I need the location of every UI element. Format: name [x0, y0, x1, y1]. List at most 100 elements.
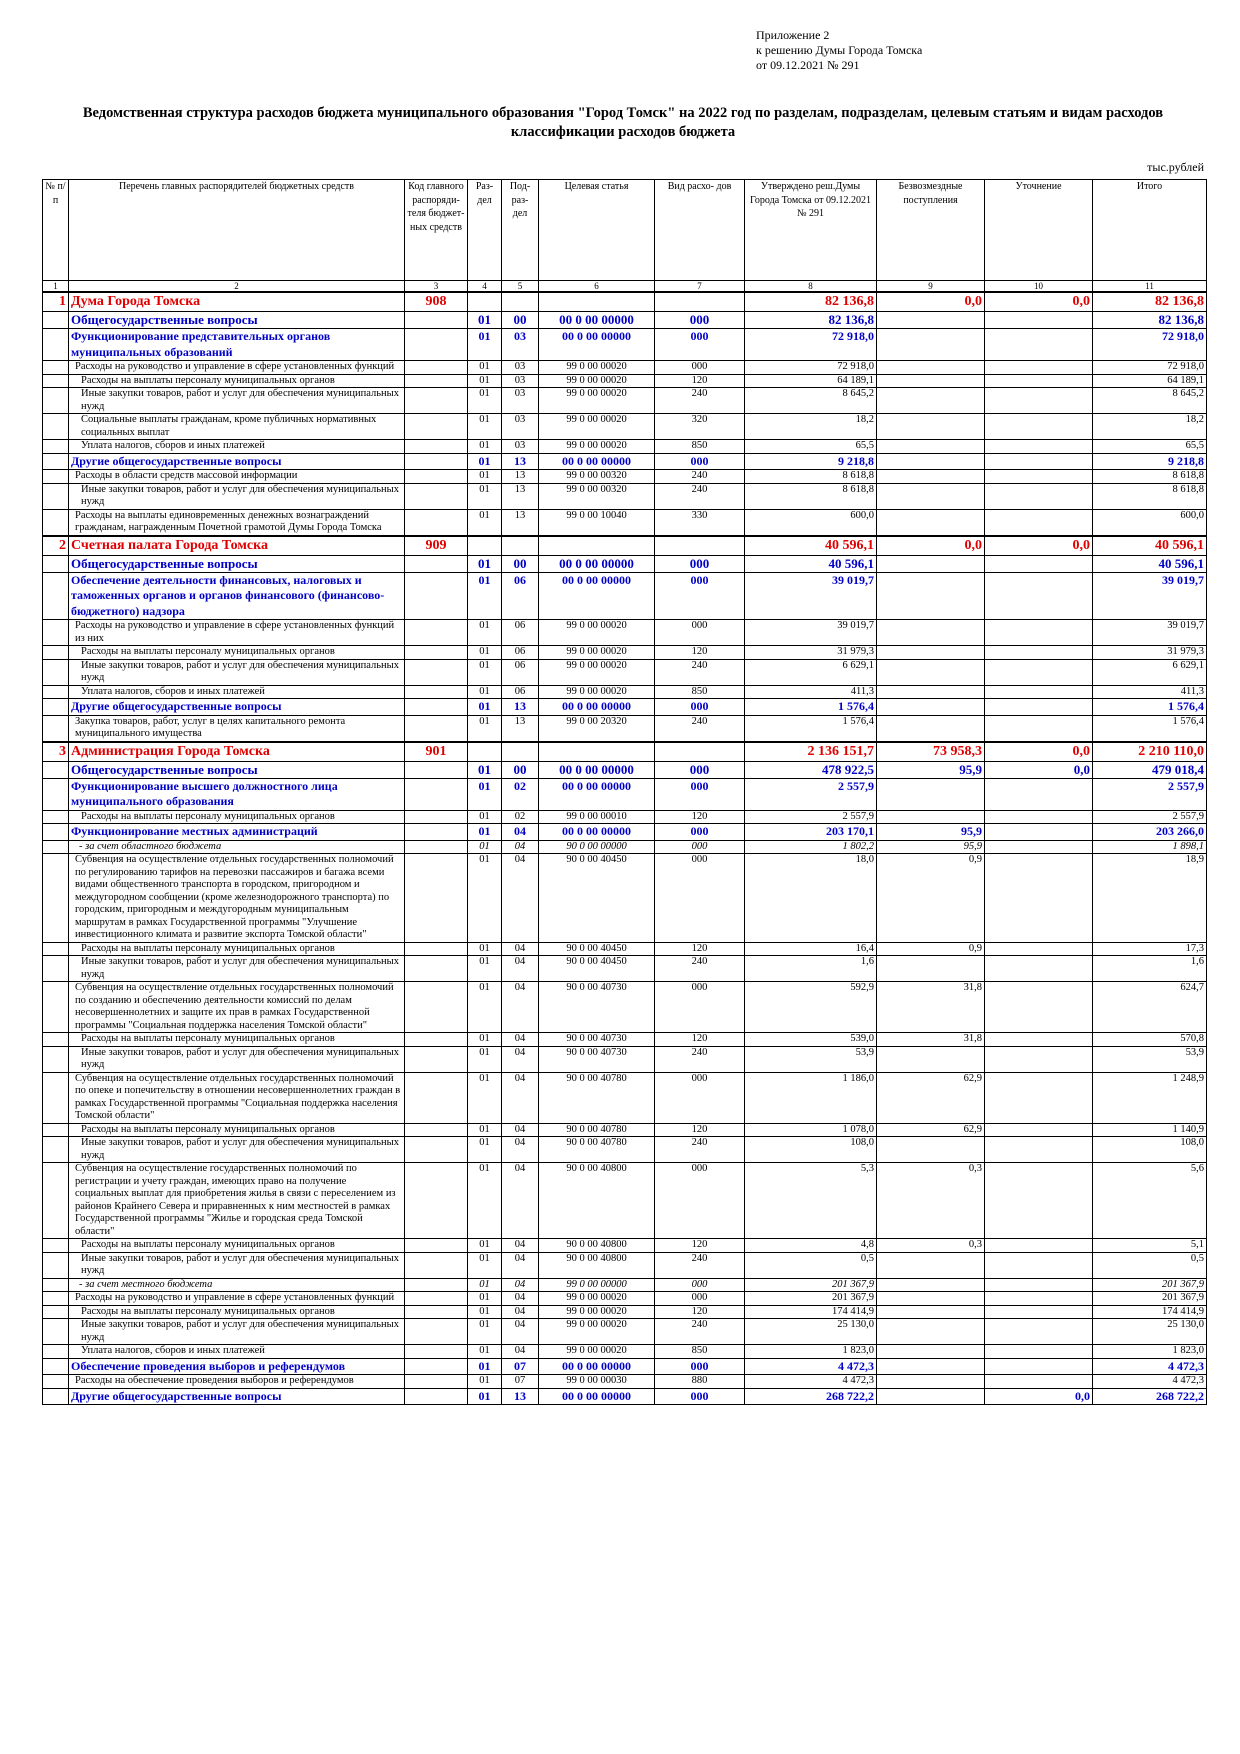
row-number	[42, 328, 69, 361]
row-section: 01	[467, 508, 502, 536]
row-name: - за счет областного бюджета	[68, 839, 405, 854]
row-type: 240	[654, 387, 745, 414]
row-type: 330	[654, 508, 745, 536]
row-approved: 600,0	[744, 508, 877, 536]
row-adjust	[984, 941, 1093, 956]
row-name: Расходы на выплаты персоналу муниципальн…	[68, 941, 405, 956]
col-header-target: Целевая статья	[538, 179, 655, 281]
row-subsection: 07	[501, 1357, 539, 1375]
row-type: 240	[654, 1045, 745, 1073]
row-target: 90 0 00 40780	[538, 1136, 655, 1163]
col-header-type: Вид расхо- дов	[654, 179, 745, 281]
row-target: 90 0 00 40730	[538, 981, 655, 1033]
row-total: 108,0	[1092, 1136, 1207, 1163]
row-code	[404, 482, 468, 510]
row-number	[42, 839, 69, 854]
row-grants: 62,9	[876, 1071, 985, 1124]
row-grants: 95,9	[876, 823, 985, 841]
row-target: 99 0 00 00020	[538, 413, 655, 440]
table-row: Иные закупки товаров, работ и услуг для …	[42, 1045, 1207, 1073]
table-row: Другие общегосударственные вопросы 01 13 00…	[42, 452, 1207, 470]
row-total: 9 218,8	[1092, 452, 1207, 470]
row-type: 120	[654, 645, 745, 660]
row-approved: 9 218,8	[744, 452, 877, 470]
row-total: 25 130,0	[1092, 1318, 1207, 1345]
row-target: 99 0 00 20320	[538, 714, 655, 742]
table-row: 2 Счетная палата Города Томска 909 40 596,1…	[42, 534, 1207, 556]
row-section: 01	[467, 823, 502, 841]
row-approved: 1,6	[744, 955, 877, 982]
row-type: 000	[654, 777, 745, 811]
row-total: 268 722,2	[1092, 1387, 1207, 1405]
row-grants	[876, 328, 985, 361]
row-grants	[876, 1387, 985, 1405]
row-type: 240	[654, 1136, 745, 1163]
row-name: Расходы на руководство и управление в сф…	[68, 1291, 405, 1306]
row-name: Субвенция на осуществление государственн…	[68, 1162, 405, 1239]
row-subsection: 07	[501, 1374, 539, 1389]
row-adjust	[984, 311, 1093, 329]
col-number: 2	[68, 280, 405, 293]
row-type: 000	[654, 760, 745, 779]
row-adjust: 0,0	[984, 534, 1093, 556]
row-target: 90 0 00 40780	[538, 1122, 655, 1137]
row-adjust	[984, 1032, 1093, 1047]
row-name: Иные закупки товаров, работ и услуг для …	[68, 658, 405, 686]
table-row: Расходы в области средств массовой инфор…	[42, 469, 1207, 484]
row-number	[42, 452, 69, 470]
row-approved: 82 136,8	[744, 291, 877, 312]
row-number	[42, 311, 69, 329]
row-section: 01	[467, 1045, 502, 1073]
table-row: Расходы на выплаты персоналу муниципальн…	[42, 1304, 1207, 1319]
row-adjust	[984, 373, 1093, 388]
col-number: 6	[538, 280, 655, 293]
row-approved: 1 576,4	[744, 714, 877, 742]
row-section: 01	[467, 658, 502, 686]
row-section: 01	[467, 469, 502, 484]
row-adjust	[984, 1374, 1093, 1389]
row-section: 01	[467, 1344, 502, 1359]
row-code	[404, 1238, 468, 1253]
row-number	[42, 1071, 69, 1124]
row-number	[42, 1318, 69, 1345]
row-adjust	[984, 645, 1093, 660]
row-subsection: 04	[501, 1277, 539, 1292]
row-adjust	[984, 1357, 1093, 1375]
row-approved: 0,5	[744, 1251, 877, 1279]
row-grants	[876, 469, 985, 484]
col-header-code: Код главного распоряди- теля бюджет- ных…	[404, 179, 468, 281]
row-type: 000	[654, 452, 745, 470]
row-type: 120	[654, 1238, 745, 1253]
row-section: 01	[467, 439, 502, 454]
row-grants	[876, 645, 985, 660]
row-code	[404, 1136, 468, 1163]
row-name: Расходы на выплаты персоналу муниципальн…	[68, 645, 405, 660]
row-adjust	[984, 482, 1093, 510]
row-approved: 39 019,7	[744, 619, 877, 646]
row-total: 18,2	[1092, 413, 1207, 440]
row-subsection: 04	[501, 955, 539, 982]
row-grants	[876, 1251, 985, 1279]
row-number	[42, 955, 69, 982]
row-section: 01	[467, 839, 502, 854]
row-target: 99 0 00 00020	[538, 439, 655, 454]
row-grants: 73 958,3	[876, 740, 985, 762]
row-type: 000	[654, 1357, 745, 1375]
row-approved: 4 472,3	[744, 1357, 877, 1375]
row-total: 5,6	[1092, 1162, 1207, 1239]
row-total: 1 248,9	[1092, 1071, 1207, 1124]
row-type: 120	[654, 1304, 745, 1319]
row-type: 240	[654, 714, 745, 742]
table-row: Обеспечение деятельности финансовых, нал…	[42, 571, 1207, 620]
row-target: 90 0 00 00000	[538, 839, 655, 854]
row-code	[404, 469, 468, 484]
row-target: 00 0 00 00000	[538, 328, 655, 361]
row-code	[404, 373, 468, 388]
row-adjust	[984, 554, 1093, 573]
row-approved: 539,0	[744, 1032, 877, 1047]
row-section: 01	[467, 981, 502, 1033]
row-section: 01	[467, 1318, 502, 1345]
row-type: 320	[654, 413, 745, 440]
row-adjust	[984, 1122, 1093, 1137]
row-total: 82 136,8	[1092, 291, 1207, 312]
